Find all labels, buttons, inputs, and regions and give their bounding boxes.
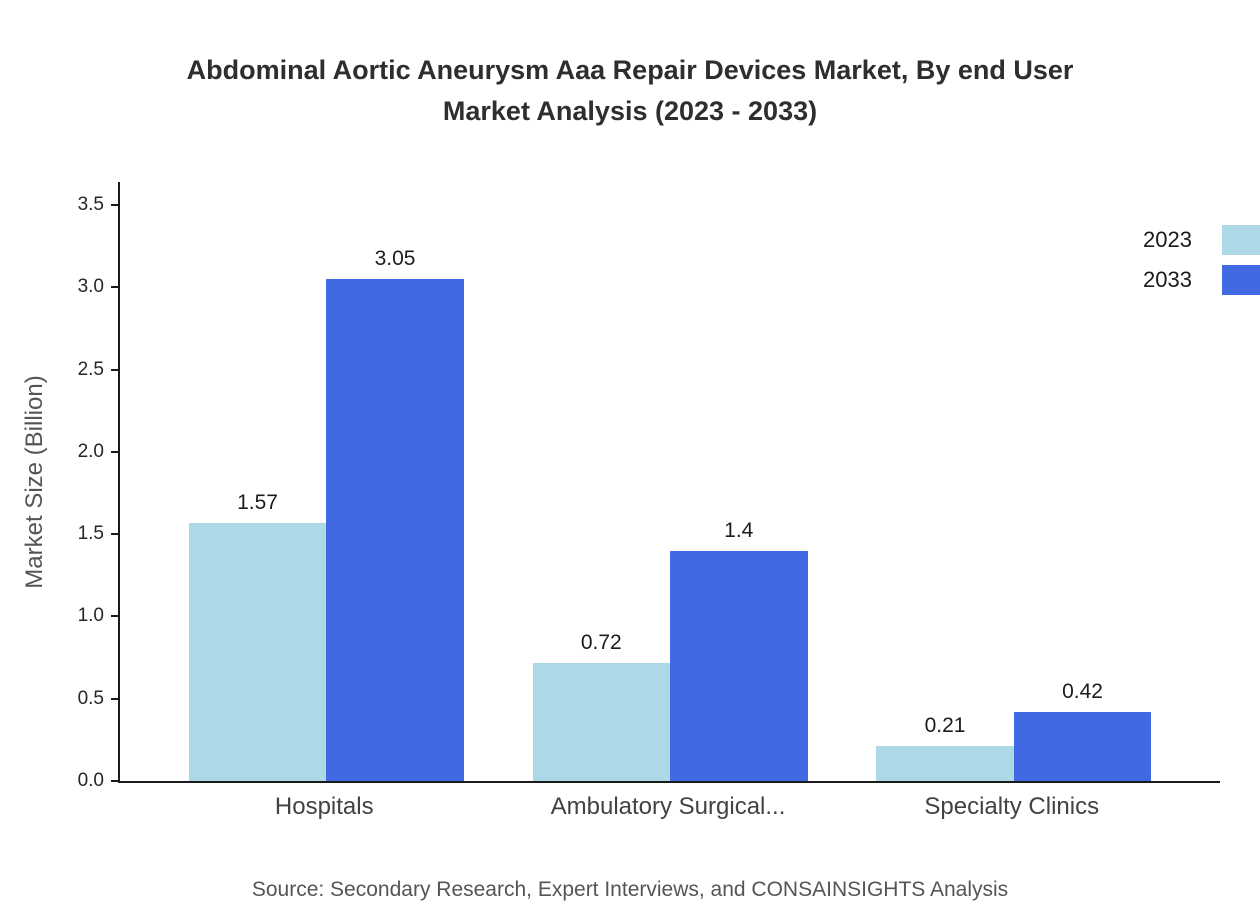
x-category-label: Specialty Clinics [924, 793, 1100, 820]
legend-swatch [1222, 265, 1260, 295]
legend-swatch [1222, 225, 1260, 255]
legend-item: 2023 [1143, 220, 1260, 260]
x-category-label: Hospitals [274, 793, 374, 820]
legend-label: 2033 [1143, 267, 1192, 292]
y-tick-mark [111, 368, 120, 371]
bar-value-label: 0.42 [1062, 679, 1103, 703]
bar-2023 [188, 522, 327, 781]
plot-area: 0.0 0.5 1.0 1.5 2.0 2.5 3.0 3.5 1.57 3.05 0.72 1.4 0… [78, 182, 1220, 791]
y-tick-label: 1.5 [77, 523, 104, 545]
bar-2033 [670, 550, 808, 781]
y-tick-label: 0.5 [77, 687, 104, 709]
bar-2033 [326, 279, 464, 781]
x-category-label: Ambulatory Surgical... [550, 793, 786, 820]
bar-value-label: 0.21 [924, 714, 966, 738]
y-tick-mark [111, 204, 120, 206]
y-tick-mark [111, 780, 120, 782]
bar-value-label: 1.57 [237, 490, 278, 514]
y-tick-mark [111, 615, 120, 618]
y-tick-label: 3.0 [77, 276, 104, 298]
x-axis-labels: Hospitals Ambulatory Surgical... Specialty… [118, 793, 1220, 833]
bar-2033 [1013, 711, 1152, 781]
y-tick-mark [111, 450, 120, 453]
chart-title: Abdominal Aortic Aneurysm Aaa Repair Dev… [0, 50, 1260, 132]
source-note: Source: Secondary Research, Expert Inter… [251, 878, 1009, 901]
y-tick-label: 0.0 [77, 770, 104, 791]
chart-title-line-2: Market Analysis (2023 - 2033) [442, 96, 818, 126]
legend-item: 2033 [1143, 260, 1260, 300]
chart-title-line-1: Abdominal Aortic Aneurysm Aaa Repair Dev… [186, 55, 1074, 85]
y-tick-mark [111, 286, 120, 289]
y-tick-label: 2.0 [77, 440, 104, 462]
bar-2023 [876, 746, 1014, 781]
y-axis-title: Market Size (Billion) [21, 375, 48, 589]
y-tick-mark [111, 533, 120, 536]
y-tick-label: 2.5 [77, 358, 104, 380]
y-tick-label: 1.0 [77, 605, 104, 627]
bar-value-label: 3.05 [374, 247, 416, 271]
y-tick-label: 3.5 [77, 194, 104, 215]
bar-value-label: 1.4 [724, 518, 754, 542]
bar-2023 [532, 662, 670, 781]
y-tick-mark [111, 697, 120, 700]
bar-value-label: 0.72 [580, 630, 622, 654]
legend-label: 2023 [1143, 227, 1192, 252]
legend: 2023 2033 [1143, 220, 1260, 300]
